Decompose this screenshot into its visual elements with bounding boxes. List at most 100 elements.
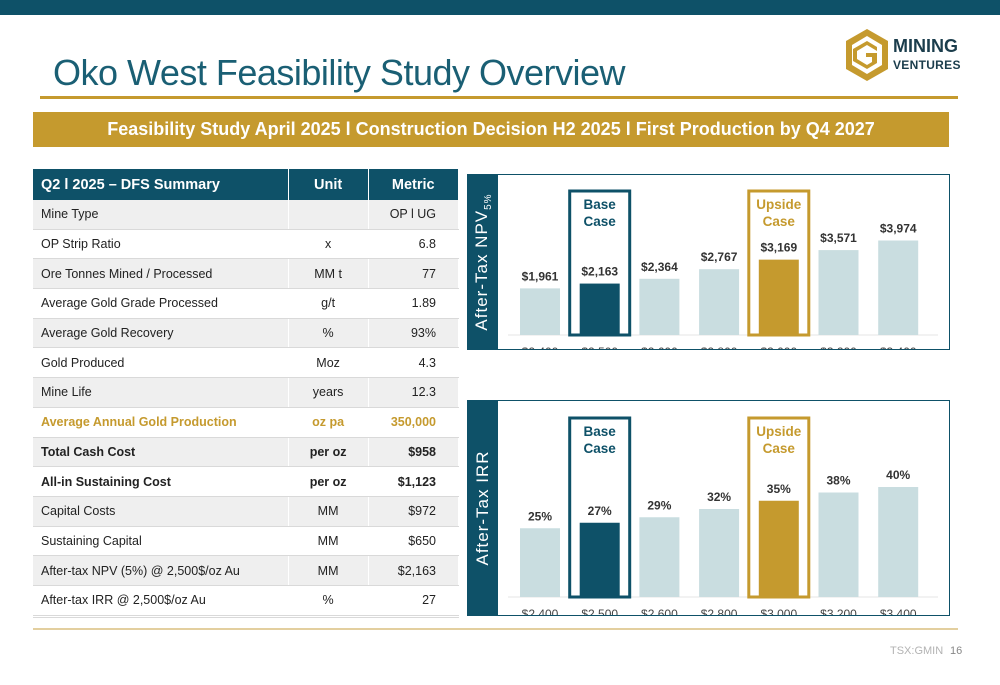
case-label: Case bbox=[584, 214, 617, 229]
x-tick-label: $2,500 bbox=[581, 607, 618, 615]
bar bbox=[579, 283, 620, 335]
data-label: $3,571 bbox=[820, 231, 857, 245]
logo-text-line1: MINING bbox=[893, 36, 958, 56]
row-label: Average Annual Gold Production bbox=[33, 407, 289, 438]
row-metric: $1,123 bbox=[368, 466, 459, 497]
bar bbox=[818, 492, 859, 597]
x-tick-label: $2,400 bbox=[522, 345, 559, 349]
row-unit: x bbox=[288, 229, 369, 260]
npv-axis-band: After-Tax NPV5% bbox=[468, 175, 498, 349]
ticker-symbol: TSX:GMIN bbox=[890, 645, 944, 657]
row-metric: 4.3 bbox=[368, 347, 459, 379]
footer-divider bbox=[33, 628, 958, 630]
data-label: $3,974 bbox=[880, 222, 917, 236]
row-label: Mine Type bbox=[33, 200, 289, 230]
x-tick-label: $3,400 bbox=[880, 607, 917, 615]
bar bbox=[758, 500, 799, 597]
case-label: Case bbox=[763, 214, 796, 229]
npv-bar-chart: $1,961 $2,400 $2,163 $2,500 Base Case $2,364 $2… bbox=[508, 189, 938, 349]
row-metric: OP l UG bbox=[368, 200, 459, 230]
row-unit: MM bbox=[288, 555, 369, 586]
irr-chart-panel: After-Tax IRR 25% $2,400 27% $2,500 Base Case… bbox=[467, 400, 950, 616]
bar bbox=[699, 509, 740, 597]
bar bbox=[639, 517, 680, 597]
top-bar bbox=[0, 0, 1000, 15]
bar bbox=[758, 259, 799, 335]
row-metric: 6.8 bbox=[368, 229, 459, 260]
table-bottom-rule bbox=[33, 617, 459, 618]
case-label: Case bbox=[763, 441, 796, 456]
row-unit bbox=[288, 200, 369, 230]
bar bbox=[520, 528, 560, 597]
case-label: Base bbox=[584, 424, 617, 439]
case-label: Base bbox=[584, 197, 617, 212]
table-row: Mine Life years 12.3 bbox=[33, 377, 459, 408]
table-header-row: Q2 l 2025 – DFS Summary Unit Metric bbox=[33, 169, 459, 200]
row-metric: 350,000 bbox=[368, 407, 459, 438]
case-highlight-box bbox=[747, 189, 811, 337]
data-label: $2,767 bbox=[701, 250, 738, 264]
header-metric: Metric bbox=[368, 169, 459, 200]
header-unit: Unit bbox=[288, 169, 369, 200]
row-unit: per oz bbox=[288, 466, 369, 497]
irr-ylabel: After-Tax IRR bbox=[473, 450, 492, 566]
table-row: Total Cash Cost per oz $958 bbox=[33, 437, 459, 468]
data-label: $3,169 bbox=[760, 241, 797, 255]
case-label: Case bbox=[584, 441, 617, 456]
row-unit: MM bbox=[288, 526, 369, 557]
row-label: Gold Produced bbox=[33, 347, 289, 379]
row-unit: per oz bbox=[288, 437, 369, 468]
row-metric: 12.3 bbox=[368, 377, 459, 408]
page-title: Oko West Feasibility Study Overview bbox=[53, 52, 626, 93]
case-highlight-box bbox=[747, 416, 811, 599]
row-label: All-in Sustaining Cost bbox=[33, 466, 289, 497]
case-label: Upside bbox=[756, 197, 802, 212]
table-row: All-in Sustaining Cost per oz $1,123 bbox=[33, 466, 459, 497]
data-label: 38% bbox=[826, 474, 850, 488]
row-label: Capital Costs bbox=[33, 496, 289, 527]
data-label: 32% bbox=[707, 490, 731, 504]
row-unit: % bbox=[288, 318, 369, 349]
data-label: $2,364 bbox=[641, 260, 678, 274]
row-unit: g/t bbox=[288, 288, 369, 319]
irr-axis-band: After-Tax IRR bbox=[468, 401, 498, 615]
bar bbox=[579, 522, 620, 597]
case-highlight-box bbox=[568, 416, 632, 599]
milestone-banner: Feasibility Study April 2025 l Construct… bbox=[33, 112, 949, 147]
bar bbox=[878, 240, 919, 335]
table-row: Average Annual Gold Production oz pa 350,0… bbox=[33, 407, 459, 438]
row-label: Average Gold Grade Processed bbox=[33, 288, 289, 319]
row-label: After-tax IRR @ 2,500$/oz Au bbox=[33, 585, 289, 616]
row-label: Total Cash Cost bbox=[33, 437, 289, 468]
data-label: $2,163 bbox=[581, 265, 618, 279]
x-tick-label: $3,000 bbox=[760, 607, 797, 615]
row-metric: 1.89 bbox=[368, 288, 459, 319]
x-tick-label: $2,600 bbox=[641, 345, 678, 349]
row-metric: $972 bbox=[368, 496, 459, 527]
row-label: Average Gold Recovery bbox=[33, 318, 289, 349]
row-metric: $650 bbox=[368, 526, 459, 557]
case-label: Upside bbox=[756, 424, 802, 439]
data-label: 35% bbox=[767, 482, 791, 496]
data-label: $1,961 bbox=[522, 269, 559, 283]
row-metric: $958 bbox=[368, 437, 459, 468]
row-metric: 93% bbox=[368, 318, 459, 349]
page-number: 16 bbox=[950, 645, 963, 657]
row-label: After-tax NPV (5%) @ 2,500$/oz Au bbox=[33, 555, 289, 586]
row-unit: MM bbox=[288, 496, 369, 527]
x-tick-label: $2,500 bbox=[581, 345, 618, 349]
logo-text-line2: VENTURES bbox=[893, 58, 961, 72]
row-unit: oz pa bbox=[288, 407, 369, 438]
x-tick-label: $3,000 bbox=[760, 345, 797, 349]
row-metric: 77 bbox=[368, 258, 459, 290]
bar bbox=[699, 269, 740, 335]
x-tick-label: $2,800 bbox=[701, 345, 738, 349]
data-label: 27% bbox=[588, 504, 612, 518]
logo-hexagon-icon bbox=[846, 29, 888, 81]
table-row: Gold Produced Moz 4.3 bbox=[33, 347, 459, 379]
irr-bar-chart: 25% $2,400 27% $2,500 Base Case 29% $2,600 32% $2… bbox=[508, 416, 938, 615]
data-label: 40% bbox=[886, 468, 910, 482]
x-tick-label: $3,200 bbox=[820, 345, 857, 349]
table-row: Average Gold Grade Processed g/t 1.89 bbox=[33, 288, 459, 319]
row-label: Ore Tonnes Mined / Processed bbox=[33, 258, 289, 290]
